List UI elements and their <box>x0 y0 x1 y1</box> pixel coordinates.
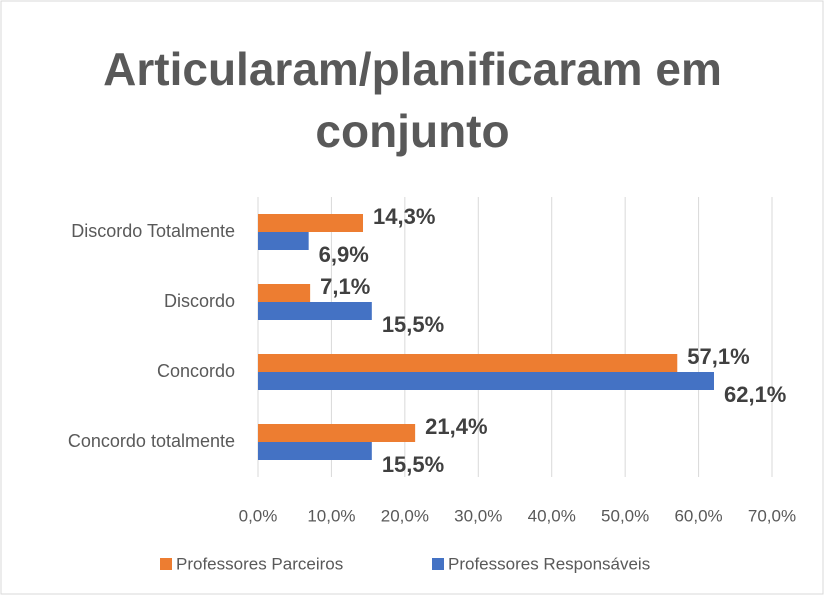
data-label: 14,3% <box>373 204 435 229</box>
data-label: 7,1% <box>320 274 370 299</box>
y-tick-label: Discordo Totalmente <box>71 221 235 241</box>
x-tick-label: 70,0% <box>748 506 796 525</box>
bar <box>258 214 364 232</box>
legend-label: Professores Responsáveis <box>448 554 650 573</box>
chart-title: Articularam/planificaram em conjunto <box>103 43 722 157</box>
data-label: 57,1% <box>687 344 749 369</box>
data-label: 62,1% <box>724 382 786 407</box>
bar <box>258 442 372 460</box>
y-tick-label: Concordo totalmente <box>68 431 235 451</box>
x-tick-label: 20,0% <box>381 506 429 525</box>
x-tick-label: 10,0% <box>307 506 355 525</box>
x-tick-label: 40,0% <box>528 506 576 525</box>
legend-swatch <box>160 558 172 570</box>
bar <box>258 284 311 302</box>
data-label: 15,5% <box>382 452 444 477</box>
y-tick-label: Discordo <box>164 291 235 311</box>
x-tick-label: 30,0% <box>454 506 502 525</box>
x-tick-label: 50,0% <box>601 506 649 525</box>
data-label: 21,4% <box>425 414 487 439</box>
bar <box>258 354 678 372</box>
legend-swatch <box>432 558 444 570</box>
bar <box>258 424 416 442</box>
data-label: 15,5% <box>382 312 444 337</box>
x-tick-label: 60,0% <box>674 506 722 525</box>
bar <box>258 302 372 320</box>
x-tick-label: 0,0% <box>239 506 278 525</box>
bar <box>258 232 309 250</box>
bar <box>258 372 714 390</box>
data-label: 6,9% <box>319 242 369 267</box>
y-tick-label: Concordo <box>157 361 235 381</box>
legend-label: Professores Parceiros <box>176 554 343 573</box>
